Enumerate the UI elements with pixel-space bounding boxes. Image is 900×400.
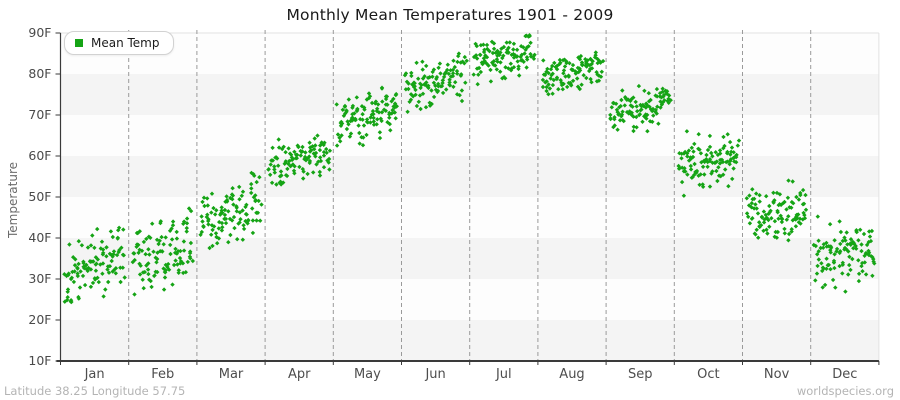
legend-item-mean-temp[interactable]: Mean Temp — [64, 31, 174, 55]
y-tick-label: 50F — [28, 189, 51, 204]
scatter-points-jun[interactable] — [402, 51, 469, 114]
month-label: Sep — [628, 367, 653, 382]
y-tick-label: 10F — [28, 353, 51, 368]
scatter-points-may[interactable] — [334, 85, 400, 148]
month-label: Dec — [832, 367, 857, 382]
y-tick-label: 20F — [28, 312, 51, 327]
month-label: Oct — [697, 367, 719, 382]
month-label: Mar — [219, 367, 244, 382]
scatter-points-jul[interactable] — [471, 33, 537, 87]
plot-band — [60, 197, 879, 238]
month-gridlines — [128, 30, 812, 361]
month-label: May — [354, 367, 381, 382]
scatter-points-aug[interactable] — [540, 50, 606, 97]
month-labels: Jan Feb Mar Apr May Jun Jul Aug Sep Oct Nov Dec — [84, 367, 858, 382]
y-tick-labels: 10F 20F 30F 40F 50F 60F 70F 80F 90F — [28, 25, 51, 368]
scatter-points-apr[interactable] — [266, 133, 333, 187]
y-tick-label: 40F — [28, 230, 51, 245]
scatter-points-feb[interactable] — [130, 206, 195, 297]
month-label: Aug — [559, 367, 584, 382]
legend-marker-icon — [75, 39, 83, 47]
month-label: Nov — [764, 367, 790, 382]
scatter-points-jan[interactable] — [62, 225, 127, 305]
scatter-points-sep[interactable] — [608, 83, 673, 134]
chart-title: Monthly Mean Temperatures 1901 - 2009 — [286, 6, 614, 24]
y-tick-label: 60F — [28, 148, 51, 163]
month-label: Jul — [495, 367, 512, 382]
month-label: Apr — [288, 367, 311, 382]
axis-ticks — [55, 32, 880, 365]
scatter-points-dec[interactable] — [811, 214, 877, 294]
y-tick-label: 30F — [28, 271, 51, 286]
y-tick-label: 80F — [28, 66, 51, 81]
scatter-points-mar[interactable] — [198, 170, 264, 251]
scatter-points-oct[interactable] — [676, 129, 742, 198]
plot-band — [60, 238, 879, 279]
month-label: Jun — [424, 367, 445, 382]
attribution-link[interactable]: worldspecies.org — [796, 384, 894, 398]
scatter-series-mean-temp — [62, 33, 877, 305]
plot-band — [60, 156, 879, 197]
legend-label: Mean Temp — [91, 36, 160, 50]
month-label: Feb — [151, 367, 174, 382]
y-tick-label: 70F — [28, 107, 51, 122]
coordinates-caption: Latitude 38.25 Longitude 57.75 — [4, 384, 186, 398]
scatter-points-nov[interactable] — [744, 178, 809, 243]
y-tick-label: 90F — [28, 25, 51, 40]
month-label: Jan — [84, 367, 105, 382]
